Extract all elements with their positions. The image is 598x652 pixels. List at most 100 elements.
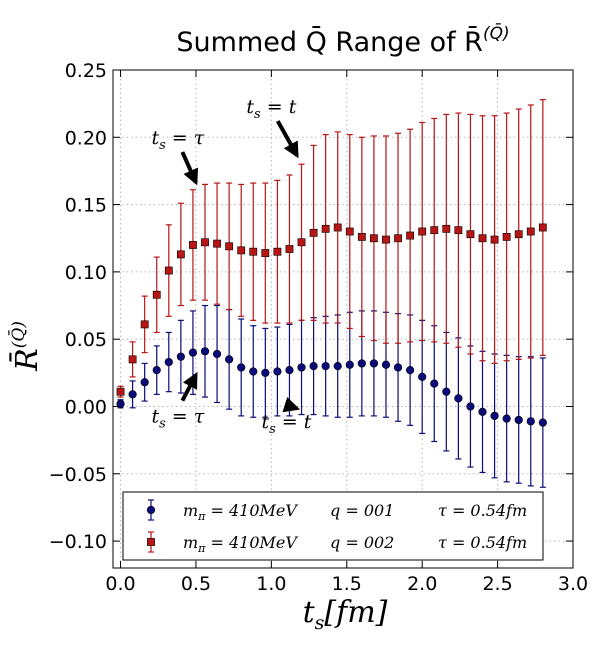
data-point <box>152 290 161 299</box>
data-point <box>382 235 390 244</box>
data-point <box>285 366 294 375</box>
legend-marker <box>146 505 156 515</box>
data-point <box>237 363 246 372</box>
data-point <box>273 367 282 376</box>
data-point <box>514 415 523 425</box>
y-tick-label: 0.15 <box>65 195 107 217</box>
legend-q: q = 002 <box>330 533 394 552</box>
data-point <box>502 232 511 241</box>
data-point <box>297 363 306 372</box>
legend-mass: mπ = 410MeV <box>183 501 298 523</box>
data-point <box>128 390 137 399</box>
data-point <box>538 418 547 427</box>
data-point <box>237 246 246 255</box>
data-point <box>212 349 222 359</box>
series-2 <box>116 99 547 398</box>
data-point <box>321 362 330 371</box>
y-tick-label: −0.05 <box>49 464 107 486</box>
legend-mass: mπ = 410MeV <box>183 533 298 555</box>
data-point <box>454 394 463 403</box>
legend-marker <box>147 538 155 546</box>
x-tick-label: 2.0 <box>407 573 437 595</box>
data-point <box>116 399 125 408</box>
data-point <box>152 366 161 375</box>
data-point <box>502 414 511 423</box>
legend-q: q = 001 <box>330 501 394 520</box>
data-point <box>490 235 499 244</box>
data-point <box>213 239 221 248</box>
data-point <box>345 360 354 369</box>
data-point <box>430 226 439 235</box>
data-point <box>200 347 210 356</box>
y-tick-label: 0.25 <box>65 60 107 82</box>
x-axis-label: ts[fm] <box>303 595 388 634</box>
data-point <box>164 357 173 367</box>
data-point <box>273 247 282 256</box>
data-point <box>418 227 427 236</box>
data-point <box>225 242 234 251</box>
data-point <box>394 234 402 243</box>
annotation-label: ts = τ <box>151 127 204 153</box>
data-point <box>249 247 258 256</box>
data-point <box>249 367 258 376</box>
data-point <box>140 378 149 387</box>
legend-tau: τ = 0.54fm <box>438 533 527 552</box>
data-point <box>526 227 535 236</box>
y-tick-label: 0.10 <box>65 262 107 284</box>
legend-tau: τ = 0.54fm <box>438 501 527 520</box>
data-point <box>478 407 487 416</box>
x-tick-label: 0.0 <box>105 573 135 595</box>
legend: mπ = 410MeV q = 001 τ = 0.54fm mπ = 410MeV q… <box>122 491 544 561</box>
annotation-arrow <box>276 120 299 159</box>
x-tick-label: 0.5 <box>181 573 211 595</box>
data-point <box>176 352 185 361</box>
data-point <box>164 266 173 275</box>
y-tick-label: −0.10 <box>49 531 107 553</box>
data-point <box>333 223 342 232</box>
x-tick-label: 2.5 <box>482 573 512 595</box>
data-point <box>370 234 378 243</box>
data-point <box>261 249 270 257</box>
data-point <box>478 234 487 243</box>
data-point <box>188 348 198 357</box>
data-point <box>309 362 318 371</box>
data-point <box>466 230 475 239</box>
data-point <box>369 359 379 368</box>
chart-title: Summed Q̄ Range of R̄(Q̄) <box>176 22 509 58</box>
data-point <box>393 363 403 372</box>
data-point <box>442 224 451 233</box>
data-point <box>189 241 197 249</box>
data-point <box>538 223 547 232</box>
legend-box <box>122 491 544 561</box>
series-1 <box>116 304 547 488</box>
data-point <box>201 238 209 247</box>
data-point <box>128 355 137 364</box>
data-point <box>225 355 234 364</box>
annotation-arrow <box>180 372 198 402</box>
data-point <box>442 387 451 396</box>
y-tick-label: 0.00 <box>65 396 107 418</box>
x-tick-label: 1.0 <box>256 573 286 595</box>
data-point <box>140 320 149 329</box>
data-point <box>406 366 415 375</box>
y-tick-label: 0.20 <box>65 127 107 149</box>
x-tick-label: 3.0 <box>558 573 588 595</box>
data-point <box>466 402 475 411</box>
plot-area: 0.0 0.5 1.0 1.5 2.0 2.5 3.0 −0.10 −0.05 0.00 0.05 0… <box>49 60 588 595</box>
annotation-arrow <box>180 151 199 186</box>
data-point <box>116 387 125 396</box>
data-point <box>261 368 270 377</box>
data-point <box>345 227 354 236</box>
annotation-label: ts = τ <box>151 406 204 432</box>
annotation-label: ts = t <box>246 96 296 122</box>
annotation-arrow <box>282 397 301 413</box>
data-point <box>285 245 294 253</box>
data-point <box>357 232 366 241</box>
data-point <box>176 250 185 259</box>
data-point <box>430 379 439 388</box>
data-point <box>321 224 330 233</box>
axes-frame <box>112 69 574 569</box>
y-tick-label: 0.05 <box>65 329 107 351</box>
y-axis-label: R̄(Q̄) <box>7 321 45 372</box>
data-point <box>297 238 306 247</box>
